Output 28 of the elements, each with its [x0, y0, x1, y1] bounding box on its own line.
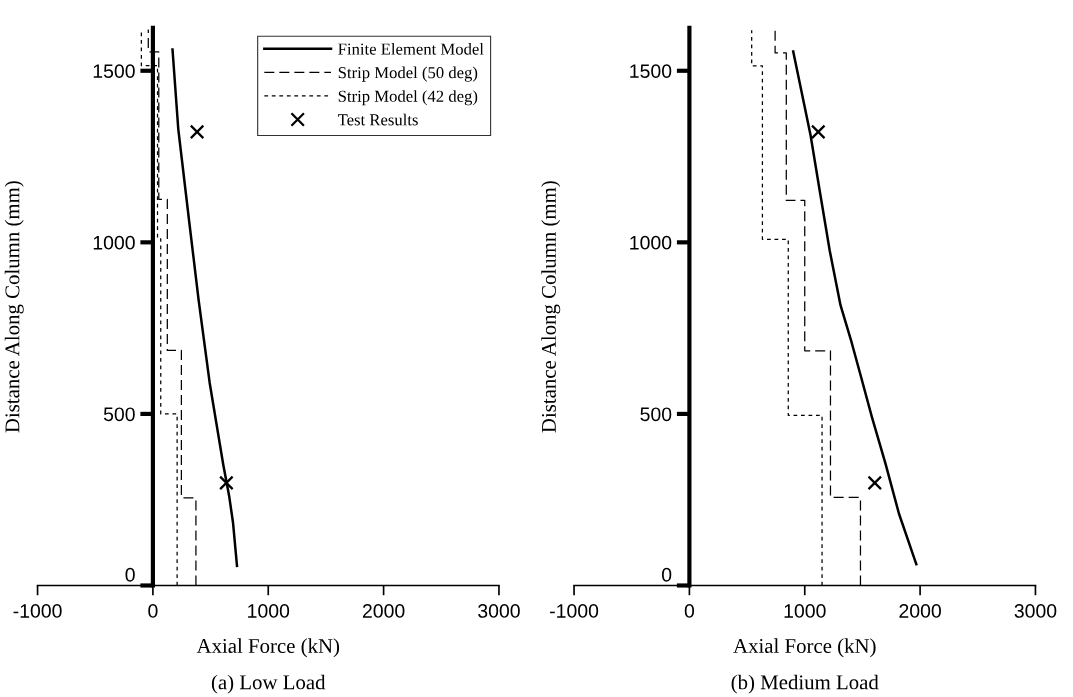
- y-tick-label: 1000: [630, 235, 672, 250]
- x-tick-label: 3000: [1014, 604, 1057, 618]
- x-axis-title: Axial Force (kN): [733, 638, 876, 658]
- y-tick-label: 0: [125, 567, 135, 582]
- y-axis-title: Distance Along Column (mm): [4, 181, 24, 433]
- x-tick-label: 0: [684, 604, 695, 618]
- x-tick-label: 2000: [899, 604, 941, 618]
- y-tick-label: 1000: [93, 235, 135, 250]
- text: (a) Low Load: [211, 674, 326, 694]
- x-tick-label: 1000: [784, 604, 826, 618]
- y-tick-label: 0: [661, 567, 672, 582]
- x-tick-label: -1000: [13, 604, 62, 618]
- x-axis-title: Axial Force (kN): [196, 638, 340, 658]
- x-tick-label: 0: [148, 604, 158, 618]
- legend-label: Finite Element Model: [338, 42, 484, 55]
- x-tick-label: 1000: [248, 604, 290, 618]
- legend-label: Test Results: [337, 113, 418, 126]
- y-tick-label: 500: [103, 407, 135, 422]
- text: (b) Medium Load: [731, 674, 879, 694]
- x-tick-label: 3000: [478, 604, 520, 618]
- x-tick-label: 2000: [362, 604, 405, 618]
- y-tick-label: 1500: [93, 64, 135, 79]
- legend-label: Strip Model (42 deg): [338, 90, 478, 106]
- y-tick-label: 1500: [630, 64, 672, 79]
- x-tick-label: -1000: [550, 604, 599, 618]
- y-tick-label: 500: [640, 407, 672, 422]
- legend-label: Strip Model (50 deg): [338, 66, 478, 82]
- y-axis-title: Distance Along Column (mm): [541, 181, 561, 433]
